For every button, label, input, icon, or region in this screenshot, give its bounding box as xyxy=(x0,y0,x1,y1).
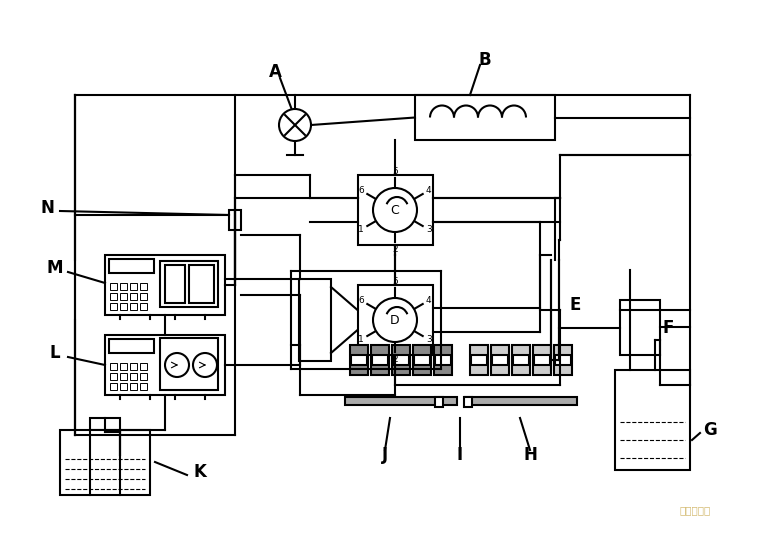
Text: 5: 5 xyxy=(392,166,398,175)
Bar xyxy=(491,345,509,375)
Bar xyxy=(470,345,488,375)
Bar xyxy=(513,355,529,365)
Circle shape xyxy=(373,298,417,342)
Text: J: J xyxy=(382,446,388,464)
Bar xyxy=(512,345,530,375)
Bar xyxy=(160,261,218,307)
Bar xyxy=(130,383,137,390)
Bar xyxy=(120,293,127,300)
Bar xyxy=(471,355,487,365)
Bar xyxy=(140,383,147,390)
Bar xyxy=(120,363,127,370)
Bar xyxy=(90,418,120,430)
Bar xyxy=(492,355,508,365)
Text: G: G xyxy=(703,421,717,439)
Bar xyxy=(60,430,150,495)
Text: 2: 2 xyxy=(392,355,398,364)
Bar xyxy=(392,345,410,375)
Text: E: E xyxy=(569,296,581,314)
Bar xyxy=(357,175,432,245)
Bar xyxy=(140,363,147,370)
Bar xyxy=(435,355,451,365)
Bar xyxy=(357,285,432,355)
Bar xyxy=(130,363,137,370)
Circle shape xyxy=(193,353,217,377)
Bar xyxy=(140,303,147,310)
Bar xyxy=(434,345,452,375)
Bar xyxy=(120,373,127,380)
Bar xyxy=(109,339,154,353)
Bar xyxy=(372,355,388,365)
Bar xyxy=(110,303,117,310)
Bar xyxy=(620,300,660,355)
Bar xyxy=(464,397,472,407)
Text: 仪器信息网: 仪器信息网 xyxy=(679,505,711,515)
Text: 6: 6 xyxy=(358,296,364,305)
Bar xyxy=(105,255,225,315)
Bar xyxy=(109,259,154,273)
Text: 2: 2 xyxy=(392,244,398,253)
Text: D: D xyxy=(390,314,400,327)
Bar xyxy=(140,373,147,380)
Bar xyxy=(465,397,577,405)
Bar xyxy=(615,370,690,470)
Text: N: N xyxy=(40,199,54,217)
Bar xyxy=(554,345,572,375)
Bar xyxy=(160,338,218,390)
Circle shape xyxy=(279,109,311,141)
Bar xyxy=(130,293,137,300)
Bar xyxy=(110,293,117,300)
Bar xyxy=(435,397,443,407)
Bar xyxy=(229,210,241,230)
Text: 5: 5 xyxy=(392,277,398,286)
Bar xyxy=(110,383,117,390)
Bar xyxy=(105,335,225,395)
Text: M: M xyxy=(47,259,64,277)
Text: 3: 3 xyxy=(426,335,431,344)
Bar xyxy=(130,303,137,310)
Bar xyxy=(130,283,137,290)
Bar xyxy=(130,373,137,380)
Text: L: L xyxy=(50,344,61,362)
Bar xyxy=(414,355,430,365)
Bar xyxy=(165,265,185,303)
Text: 4: 4 xyxy=(426,186,431,195)
Text: 6: 6 xyxy=(358,186,364,195)
Bar xyxy=(140,283,147,290)
Bar xyxy=(345,397,457,405)
Circle shape xyxy=(373,188,417,232)
Bar xyxy=(350,345,368,375)
Text: B: B xyxy=(478,51,491,69)
Bar xyxy=(120,383,127,390)
Text: I: I xyxy=(457,446,463,464)
Bar xyxy=(555,355,571,365)
Bar xyxy=(110,373,117,380)
Bar xyxy=(120,283,127,290)
Text: 4: 4 xyxy=(426,296,431,305)
Bar xyxy=(393,355,409,365)
Text: 1: 1 xyxy=(358,225,364,234)
Circle shape xyxy=(165,353,189,377)
Bar xyxy=(110,363,117,370)
Bar xyxy=(140,293,147,300)
Text: 3: 3 xyxy=(426,225,431,234)
Bar xyxy=(533,345,551,375)
Bar xyxy=(371,345,389,375)
Text: C: C xyxy=(391,203,400,216)
Bar xyxy=(299,279,331,361)
Bar xyxy=(120,303,127,310)
Text: 1: 1 xyxy=(358,335,364,344)
Bar xyxy=(189,265,214,303)
Bar xyxy=(534,355,550,365)
Text: H: H xyxy=(523,446,537,464)
Bar xyxy=(413,345,431,375)
Text: K: K xyxy=(194,463,207,481)
Bar xyxy=(415,95,555,140)
Bar xyxy=(351,355,367,365)
Text: F: F xyxy=(662,319,674,337)
Text: A: A xyxy=(269,63,282,81)
Bar xyxy=(110,283,117,290)
